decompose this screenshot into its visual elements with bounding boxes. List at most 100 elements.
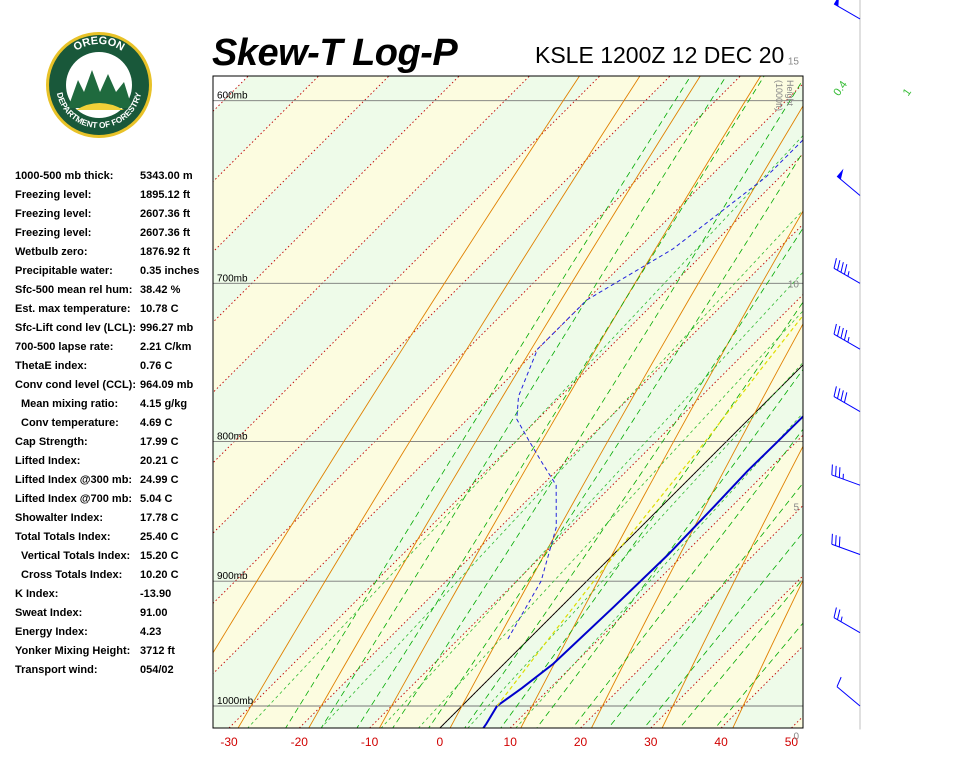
stat-row: ThetaE index: 0.76 C (15, 360, 225, 379)
dry-adiabat-line (788, 0, 960, 764)
height-axis-units: (1000ft) (774, 80, 784, 111)
stat-row: 700-500 lapse rate: 2.21 C/km (15, 341, 225, 360)
pressure-label: 800mb (217, 432, 248, 443)
stat-value: -13.90 (140, 588, 172, 600)
mixing-ratio-line (247, 134, 803, 728)
temperature-tick-label: -30 (220, 735, 238, 749)
stat-value: 4.23 (140, 626, 162, 638)
dry-adiabat-line (859, 0, 960, 764)
temperature-tick-label: 0 (437, 735, 444, 749)
plot-frame (212, 75, 804, 729)
stat-label: Total Totals Index: (15, 531, 111, 543)
pressure-label: 700mb (217, 273, 248, 284)
moist-adiabat-line (285, 76, 692, 728)
stat-label: Vertical Totals Index: (21, 550, 131, 562)
stat-row: Conv cond level (CCL): 964.09 mb (15, 379, 225, 398)
dry-adiabat-line (213, 76, 581, 654)
wind-barb (833, 258, 861, 284)
isotherm-line (213, 76, 249, 112)
isotherm-band (213, 76, 803, 674)
logo-text-top: OREGON (72, 35, 127, 54)
moist-adiabat-line (500, 301, 803, 728)
stat-row: Wetbulb zero: 1876.92 ft (15, 246, 225, 265)
stat-label: Yonker Mixing Height: (15, 645, 131, 657)
stat-label: K Index: (15, 588, 59, 600)
stat-label: Precipitable water: (15, 265, 113, 277)
stat-value: 4.69 C (140, 417, 173, 429)
stat-value: 5343.00 m (140, 170, 193, 182)
stat-label: Cross Totals Index: (21, 569, 123, 581)
stat-value: 1876.92 ft (140, 246, 191, 258)
temperature-tick-label: 40 (714, 735, 728, 749)
isotherm-band (213, 83, 803, 728)
stat-row: Sfc-Lift cond lev (LCL): 996.27 mb (15, 322, 225, 341)
mixing-ratio-label: 2 (958, 86, 960, 98)
stat-label: ThetaE index: (15, 360, 88, 372)
stat-value: 1895.12 ft (140, 189, 191, 201)
wind-barb (831, 533, 861, 555)
moist-adiabat-line (392, 79, 803, 728)
temperature-tick-label: 20 (574, 735, 588, 749)
stat-label: Lifted Index @700 mb: (15, 493, 133, 505)
pressure-label: 900mb (217, 571, 248, 582)
stat-label: Lifted Index @300 mb: (15, 474, 133, 486)
dry-adiabat-line (930, 0, 960, 764)
moist-adiabat-line (536, 368, 803, 728)
stat-value: 38.42 % (140, 284, 181, 296)
stat-value: 0.35 inches (140, 265, 200, 277)
temperature-tick-label: 30 (644, 735, 658, 749)
stat-row: Transport wind: 054/02 (15, 664, 225, 683)
stat-row: Est. max temperature: 10.78 C (15, 303, 225, 322)
stat-label: Sfc-500 mean rel hum: (15, 284, 133, 296)
chart-title: Skew-T Log-P (212, 32, 458, 74)
isotherm-line (213, 83, 803, 675)
wind-barb (831, 464, 861, 486)
stat-label: Conv cond level (CCL): (15, 379, 137, 391)
moist-adiabat-line (356, 76, 765, 728)
stat-row: Mean mixing ratio: 4.15 g/kg (15, 398, 225, 417)
isotherm-line (213, 76, 530, 394)
stat-value: 996.27 mb (140, 322, 194, 334)
stat-label: Transport wind: (15, 664, 98, 676)
stat-row: K Index: -13.90 (15, 588, 225, 607)
stat-value: 2607.36 ft (140, 227, 191, 239)
moist-adiabat-line (643, 531, 803, 728)
wind-barb (833, 607, 861, 634)
stat-row: Freezing level: 1895.12 ft (15, 189, 225, 208)
stat-label: Freezing level: (15, 208, 92, 220)
pressure-label: 600mb (217, 91, 248, 102)
height-tick-label: 15 (788, 56, 800, 67)
stat-row: Lifted Index @300 mb: 24.99 C (15, 474, 225, 493)
stat-label: Conv temperature: (21, 417, 119, 429)
mixing-ratio-label: 0.4 (831, 79, 850, 98)
stat-row: Freezing level: 2607.36 ft (15, 227, 225, 246)
wind-barb (836, 168, 861, 196)
wind-barb (833, 0, 861, 20)
isotherm-line (862, 76, 960, 728)
temperature-profile-line (482, 415, 803, 728)
wind-barb (833, 323, 861, 350)
dry-adiabat-line (237, 76, 641, 728)
stat-label: Sfc-Lift cond lev (LCL): (15, 322, 136, 334)
station-time-label: KSLE 1200Z 12 DEC 20 (535, 42, 785, 68)
oregon-forestry-logo: OREGON DEPARTMENT OF FORESTRY (46, 32, 152, 138)
moist-adiabat-line (320, 76, 727, 728)
stat-label: Wetbulb zero: (15, 246, 88, 258)
stat-value: 2607.36 ft (140, 208, 191, 220)
stat-value: 054/02 (140, 664, 174, 676)
stat-label: Freezing level: (15, 189, 92, 201)
isotherm-line (213, 76, 460, 323)
temperature-tick-label: -10 (361, 735, 379, 749)
stat-value: 0.76 C (140, 360, 173, 372)
mixing-ratio-label: 1 (901, 86, 914, 98)
isotherm-line (298, 223, 803, 728)
stat-label: Showalter Index: (15, 512, 104, 524)
stat-label: Sweat Index: (15, 607, 83, 619)
stat-row: Energy Index: 4.23 (15, 626, 225, 645)
stat-value: 5.04 C (140, 493, 173, 505)
stat-row: Sfc-500 mean rel hum: 38.42 % (15, 284, 225, 303)
stat-value: 964.09 mb (140, 379, 194, 391)
wind-barb (833, 386, 861, 413)
stat-label: Energy Index: (15, 626, 88, 638)
isotherm-band (791, 716, 803, 728)
